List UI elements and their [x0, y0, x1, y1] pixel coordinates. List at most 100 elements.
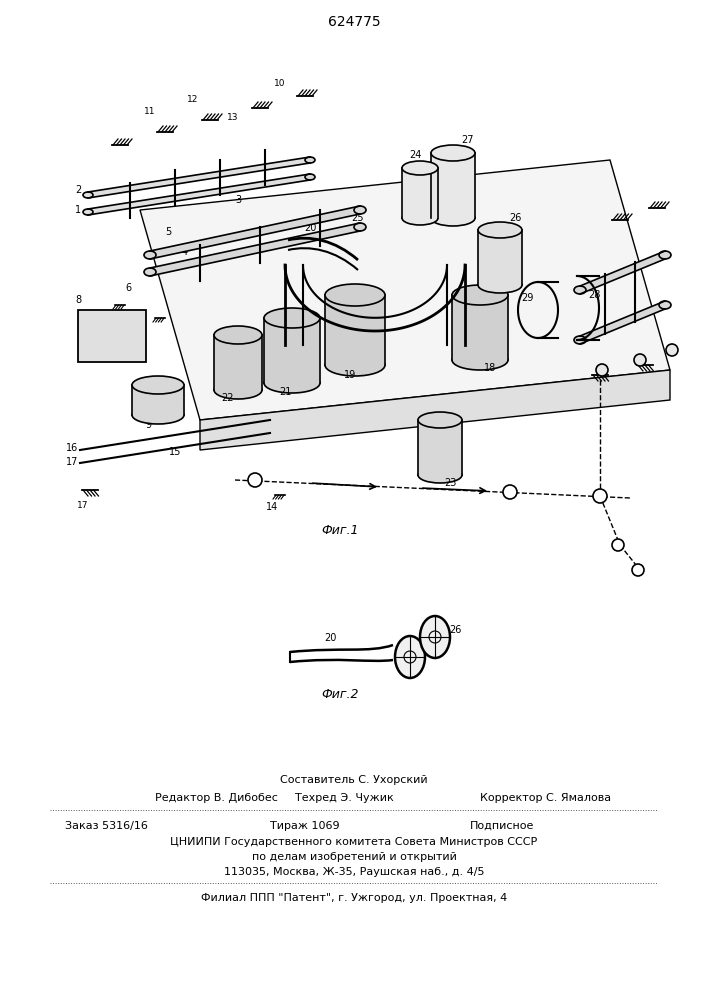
- Text: 26: 26: [509, 213, 521, 223]
- Ellipse shape: [574, 336, 586, 344]
- Circle shape: [634, 354, 646, 366]
- Polygon shape: [88, 157, 310, 198]
- Ellipse shape: [325, 284, 385, 306]
- Bar: [78, 310, 146, 362]
- Ellipse shape: [132, 376, 184, 394]
- Text: Тираж 1069: Тираж 1069: [270, 821, 339, 831]
- Text: Редактор В. Дибобес: Редактор В. Дибобес: [155, 793, 278, 803]
- Text: 18: 18: [484, 363, 496, 373]
- Circle shape: [632, 564, 644, 576]
- Ellipse shape: [354, 206, 366, 214]
- Text: 19: 19: [344, 370, 356, 380]
- Text: Фиг.2: Фиг.2: [321, 688, 358, 702]
- Ellipse shape: [418, 412, 462, 428]
- Circle shape: [666, 344, 678, 356]
- Bar: [214, 335, 262, 390]
- Bar: [478, 230, 522, 285]
- Ellipse shape: [478, 277, 522, 293]
- Text: 12: 12: [187, 96, 199, 104]
- Ellipse shape: [431, 210, 475, 226]
- Text: Корректор С. Ямалова: Корректор С. Ямалова: [480, 793, 611, 803]
- Text: 17: 17: [77, 500, 89, 510]
- Ellipse shape: [305, 174, 315, 180]
- Ellipse shape: [83, 192, 93, 198]
- Text: 15: 15: [169, 447, 181, 457]
- Polygon shape: [150, 223, 360, 276]
- Text: 22: 22: [222, 393, 234, 403]
- Ellipse shape: [354, 223, 366, 231]
- Text: 23: 23: [444, 478, 456, 488]
- Text: 27: 27: [462, 135, 474, 145]
- Circle shape: [612, 539, 624, 551]
- Ellipse shape: [420, 616, 450, 658]
- Bar: [264, 318, 320, 383]
- Ellipse shape: [452, 285, 508, 305]
- Ellipse shape: [395, 636, 425, 678]
- Text: Подписное: Подписное: [470, 821, 534, 831]
- Ellipse shape: [478, 222, 522, 238]
- Ellipse shape: [452, 350, 508, 370]
- Ellipse shape: [264, 373, 320, 393]
- Text: 6: 6: [125, 283, 131, 293]
- Text: 3: 3: [235, 195, 241, 205]
- Ellipse shape: [325, 354, 385, 376]
- Circle shape: [503, 485, 517, 499]
- Text: Составитель С. Ухорский: Составитель С. Ухорский: [280, 775, 428, 785]
- Ellipse shape: [144, 268, 156, 276]
- Text: ЦНИИПИ Государственного комитета Совета Министров СССР: ЦНИИПИ Государственного комитета Совета …: [170, 837, 537, 847]
- Text: 26: 26: [449, 625, 461, 635]
- Bar: [452, 295, 508, 360]
- Text: 113035, Москва, Ж-35, Раушская наб., д. 4/5: 113035, Москва, Ж-35, Раушская наб., д. …: [223, 867, 484, 877]
- Text: 28: 28: [588, 290, 600, 300]
- Bar: [402, 168, 438, 218]
- Text: 20: 20: [324, 633, 337, 643]
- Text: 624775: 624775: [327, 15, 380, 29]
- Ellipse shape: [83, 209, 93, 215]
- Bar: [431, 153, 475, 218]
- Ellipse shape: [574, 286, 586, 294]
- Text: 25: 25: [352, 213, 364, 223]
- Text: 20: 20: [304, 223, 316, 233]
- Ellipse shape: [659, 251, 671, 259]
- Text: Заказ 5316/16: Заказ 5316/16: [65, 821, 148, 831]
- Ellipse shape: [214, 326, 262, 344]
- Polygon shape: [140, 160, 670, 420]
- Bar: [132, 385, 184, 415]
- Ellipse shape: [264, 308, 320, 328]
- Ellipse shape: [402, 211, 438, 225]
- Circle shape: [596, 364, 608, 376]
- Text: 1: 1: [75, 205, 81, 215]
- Circle shape: [248, 473, 262, 487]
- Ellipse shape: [144, 251, 156, 259]
- Text: 21: 21: [279, 387, 291, 397]
- Text: 11: 11: [144, 107, 156, 116]
- Text: 16: 16: [66, 443, 78, 453]
- Polygon shape: [200, 370, 670, 450]
- Text: 4: 4: [182, 247, 188, 257]
- Text: Филиал ППП "Патент", г. Ужгород, ул. Проектная, 4: Филиал ППП "Патент", г. Ужгород, ул. Про…: [201, 893, 507, 903]
- Text: 7: 7: [109, 330, 115, 340]
- Text: 8: 8: [75, 295, 81, 305]
- Text: 5: 5: [165, 227, 171, 237]
- Ellipse shape: [431, 145, 475, 161]
- Text: по делам изобретений и открытий: по делам изобретений и открытий: [252, 852, 457, 862]
- Polygon shape: [150, 206, 360, 259]
- Ellipse shape: [214, 381, 262, 399]
- Ellipse shape: [132, 406, 184, 424]
- Ellipse shape: [418, 467, 462, 483]
- Text: 10: 10: [274, 79, 286, 88]
- Text: Техред Э. Чужик: Техред Э. Чужик: [295, 793, 394, 803]
- Text: 13: 13: [227, 113, 239, 122]
- Bar: [325, 295, 385, 365]
- Bar: [418, 420, 462, 475]
- Text: 14: 14: [266, 502, 278, 512]
- Ellipse shape: [402, 161, 438, 175]
- Circle shape: [593, 489, 607, 503]
- Ellipse shape: [659, 301, 671, 309]
- Polygon shape: [580, 301, 665, 344]
- Polygon shape: [580, 251, 665, 294]
- Text: 9: 9: [145, 420, 151, 430]
- Text: Фиг.1: Фиг.1: [321, 524, 358, 536]
- Ellipse shape: [305, 157, 315, 163]
- Text: 24: 24: [409, 150, 421, 160]
